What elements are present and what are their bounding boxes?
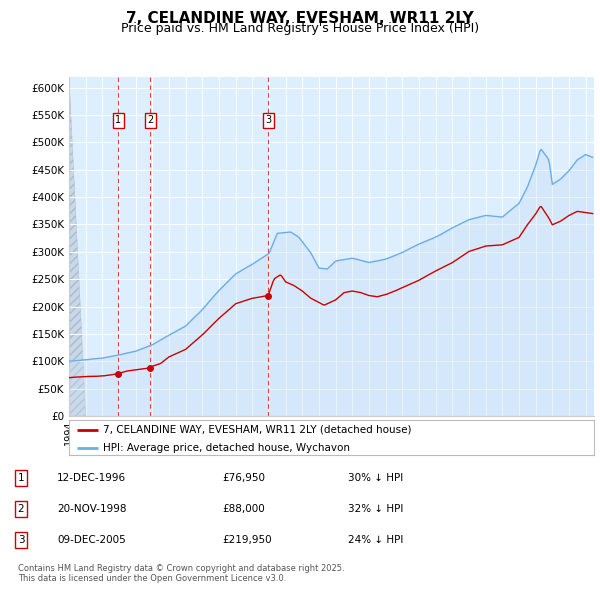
Text: 3: 3 [265, 116, 271, 126]
Text: £76,950: £76,950 [222, 473, 265, 483]
Text: Contains HM Land Registry data © Crown copyright and database right 2025.
This d: Contains HM Land Registry data © Crown c… [18, 564, 344, 583]
Text: 30% ↓ HPI: 30% ↓ HPI [348, 473, 403, 483]
Text: 32% ↓ HPI: 32% ↓ HPI [348, 504, 403, 514]
Text: HPI: Average price, detached house, Wychavon: HPI: Average price, detached house, Wych… [103, 442, 350, 453]
Text: 09-DEC-2005: 09-DEC-2005 [57, 535, 126, 545]
Text: 1: 1 [17, 473, 25, 483]
Text: 7, CELANDINE WAY, EVESHAM, WR11 2LY: 7, CELANDINE WAY, EVESHAM, WR11 2LY [126, 11, 474, 25]
Text: 2: 2 [147, 116, 154, 126]
Polygon shape [69, 77, 86, 416]
Text: 7, CELANDINE WAY, EVESHAM, WR11 2LY (detached house): 7, CELANDINE WAY, EVESHAM, WR11 2LY (det… [103, 425, 412, 435]
Text: £219,950: £219,950 [222, 535, 272, 545]
Text: 1: 1 [115, 116, 121, 126]
Text: 2: 2 [17, 504, 25, 514]
Text: £88,000: £88,000 [222, 504, 265, 514]
Text: 20-NOV-1998: 20-NOV-1998 [57, 504, 127, 514]
Text: 3: 3 [17, 535, 25, 545]
Text: 12-DEC-1996: 12-DEC-1996 [57, 473, 126, 483]
Text: Price paid vs. HM Land Registry's House Price Index (HPI): Price paid vs. HM Land Registry's House … [121, 22, 479, 35]
Text: 24% ↓ HPI: 24% ↓ HPI [348, 535, 403, 545]
